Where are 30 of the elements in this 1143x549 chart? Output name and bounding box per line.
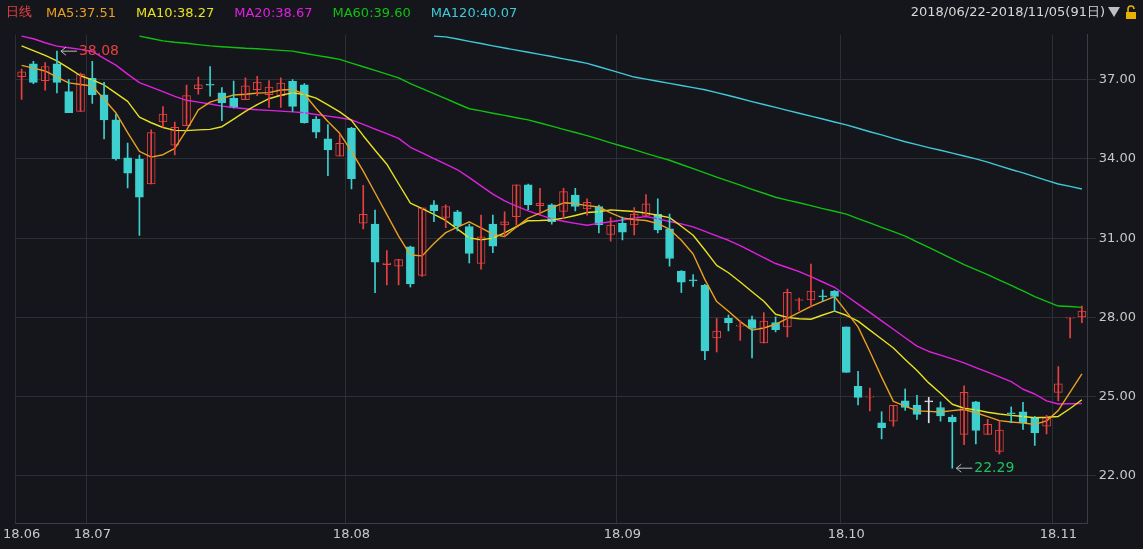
y-tick-label: 22.00 bbox=[1098, 467, 1136, 483]
y-tick-label: 34.00 bbox=[1098, 150, 1136, 166]
candlestick bbox=[735, 320, 745, 341]
annotation: 22.29 bbox=[974, 458, 1015, 475]
chart-title: 日线 bbox=[6, 3, 32, 21]
candlestick bbox=[688, 274, 698, 287]
x-tick-label: 18.11 bbox=[1039, 525, 1077, 541]
candlestick bbox=[818, 289, 828, 302]
text: MA60:39.60 bbox=[332, 4, 411, 20]
text: MA10:38.27 bbox=[135, 4, 215, 20]
annotation: 38.08 bbox=[78, 41, 120, 58]
candlestick bbox=[924, 397, 934, 424]
x-tick-label: 18.06 bbox=[3, 525, 41, 541]
y-tick-label: 31.00 bbox=[1098, 229, 1136, 245]
candlestick bbox=[865, 387, 875, 412]
y-tick-label: 37.00 bbox=[1098, 71, 1136, 87]
y-tick-label: 28.00 bbox=[1098, 308, 1136, 324]
text: MA20:38.67 bbox=[234, 4, 313, 20]
x-tick-label: 18.08 bbox=[332, 525, 371, 541]
candlestick bbox=[205, 66, 215, 97]
candlestick bbox=[1065, 316, 1075, 339]
y-tick-label: 25.00 bbox=[1098, 388, 1136, 403]
x-tick-label: 18.10 bbox=[827, 525, 865, 541]
candlestick bbox=[1006, 406, 1016, 424]
x-tick-label: 18.09 bbox=[603, 525, 642, 541]
x-tick-label: 18.07 bbox=[73, 525, 111, 541]
series-label: MA120:40.07 bbox=[430, 4, 518, 20]
chart-subtitle: 2018/06/22-2018/11/05(91日) bbox=[910, 3, 1105, 21]
text: MA5:37.51 bbox=[46, 4, 116, 20]
candlestick bbox=[382, 250, 392, 286]
